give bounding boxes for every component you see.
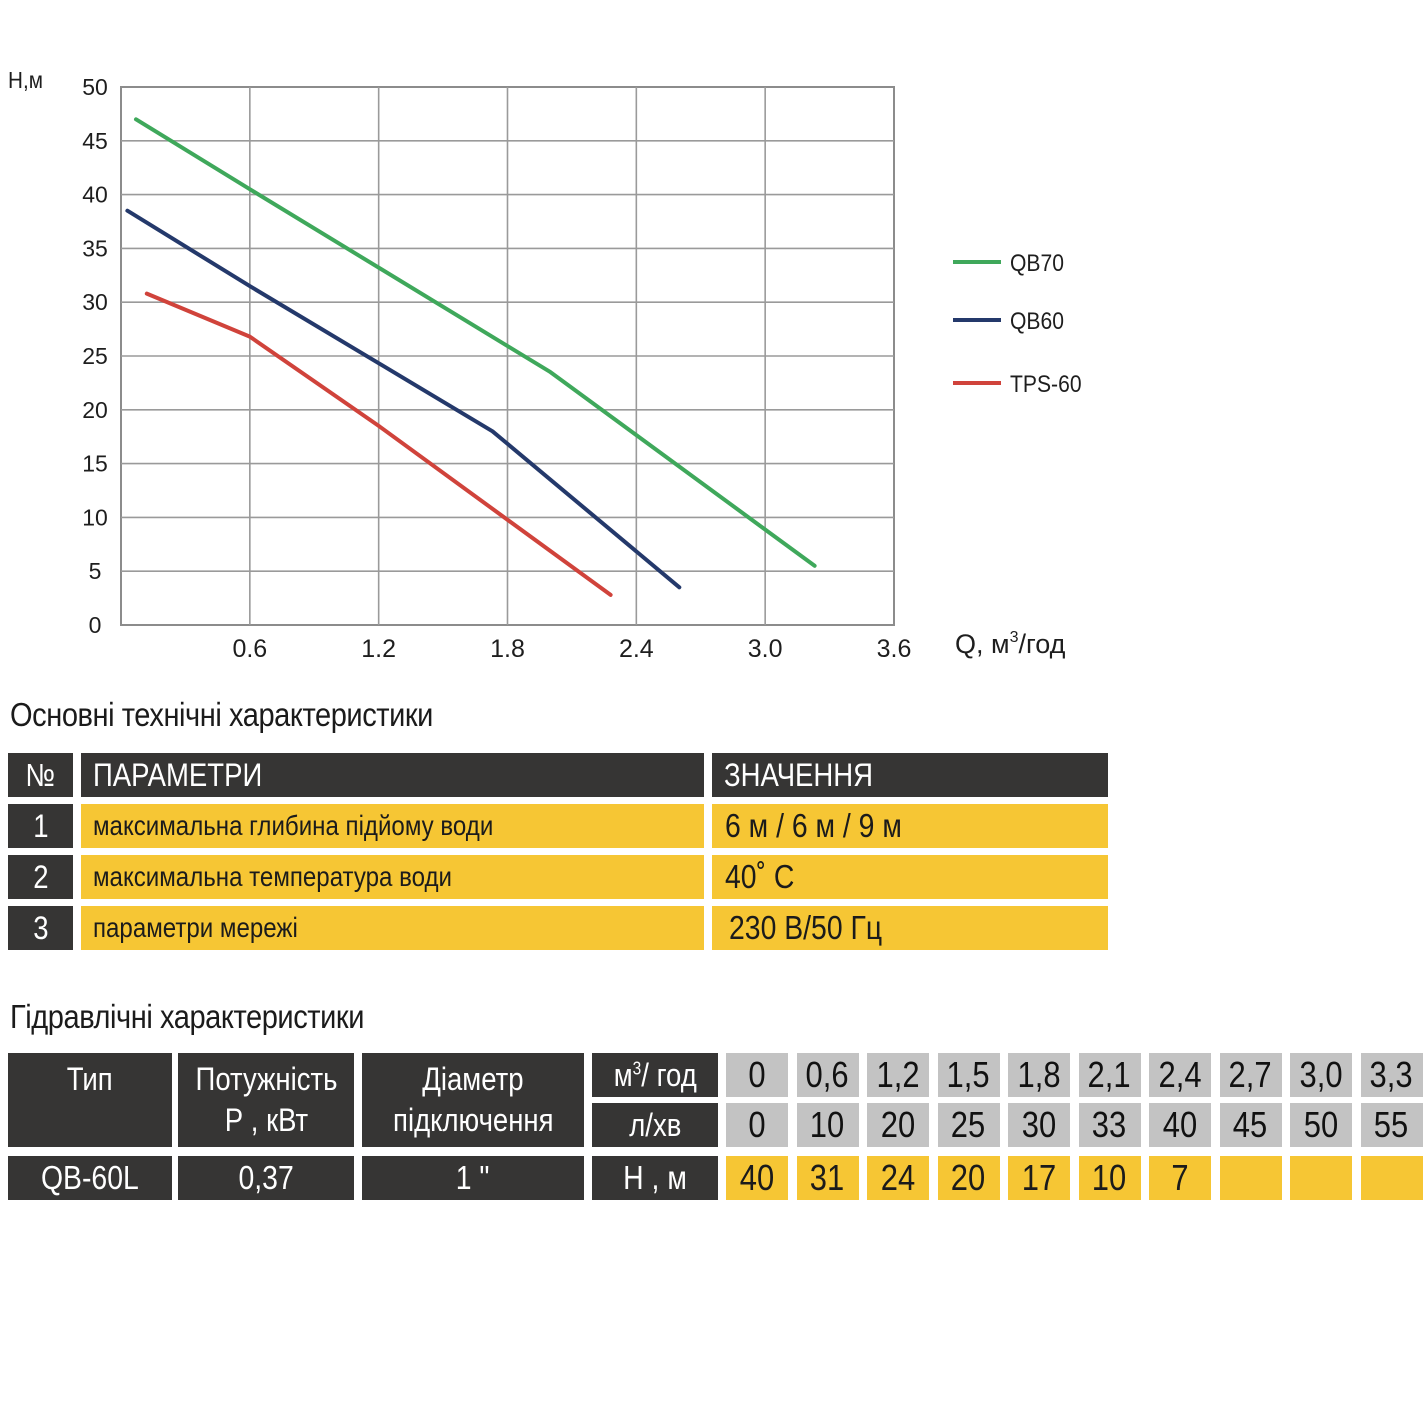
head-value-cell: 20 (937, 1156, 1000, 1200)
flow-m3h-cell: 3,3 (1360, 1053, 1423, 1097)
flow-lmin-cell: 0 (726, 1103, 788, 1147)
y-tick-label: 20 (82, 397, 108, 423)
x-tick-label: 3.0 (748, 635, 783, 663)
legend-label: QB70 (1010, 250, 1064, 277)
hydraulic-unit-lmin: л/хв (592, 1103, 718, 1147)
head-value-cell (1360, 1156, 1423, 1200)
head-value-cell: 17 (1008, 1156, 1070, 1200)
x-tick-label: 1.2 (361, 635, 396, 663)
specs-title: Основні технічні характеристики (10, 696, 433, 733)
y-tick-label: 5 (89, 558, 102, 584)
flow-m3h-cell: 0 (726, 1053, 788, 1097)
specs-row-num: 1 (8, 804, 73, 848)
flow-lmin-cell: 33 (1078, 1103, 1141, 1147)
flow-m3h-cell: 1,5 (937, 1053, 1000, 1097)
y-tick-label: 40 (82, 182, 108, 208)
flow-lmin-cell: 20 (867, 1103, 929, 1147)
specs-row-value: 40˚ С (712, 855, 1108, 899)
hydraulic-unit-m3h: м3/ год (592, 1053, 718, 1097)
head-value-cell: 31 (796, 1156, 859, 1200)
hydraulic-title: Гідравлічні характеристики (10, 998, 364, 1035)
flow-lmin-cell: 40 (1149, 1103, 1211, 1147)
legend-label: QB60 (1010, 308, 1064, 335)
flow-lmin-cell: 10 (796, 1103, 859, 1147)
specs-row-param: максимальна глибина підйому води (81, 804, 704, 848)
series-line-qb60 (125, 208, 682, 590)
flow-m3h-cell: 2,4 (1149, 1053, 1211, 1097)
specs-header-num: № (8, 753, 73, 797)
y-tick-label: 10 (82, 504, 108, 530)
x-tick-label: 0.6 (232, 635, 267, 663)
specs-row-num: 2 (8, 855, 73, 899)
hydraulic-unit-head: Н , м (592, 1156, 718, 1200)
hydraulic-header-power: Потужність Р , кВт (178, 1053, 354, 1147)
y-tick-label: 25 (82, 343, 108, 369)
flow-lmin-cell: 30 (1008, 1103, 1070, 1147)
specs-row-param: максимальна температура води (81, 855, 704, 899)
x-tick-label: 3.6 (877, 635, 912, 663)
head-value-cell (1290, 1156, 1352, 1200)
flow-m3h-cell: 1,8 (1008, 1053, 1070, 1097)
chart-legend: QB70 QB60 TPS-60 (953, 250, 1082, 398)
y-tick-label: 35 (82, 235, 108, 261)
specs-header-param: ПАРАМЕТРИ (81, 753, 704, 797)
hydraulic-row-power: 0,37 (178, 1156, 354, 1200)
y-tick-labels: 0 5 10 15 20 25 30 35 40 45 50 (82, 74, 108, 638)
legend-label: TPS-60 (1010, 371, 1082, 398)
flow-lmin-cell: 50 (1290, 1103, 1352, 1147)
hydraulic-row-diameter: 1 " (362, 1156, 584, 1200)
x-tick-labels: 0.6 1.2 1.8 2.4 3.0 3.6 (232, 635, 911, 663)
flow-m3h-cell: 0,6 (796, 1053, 859, 1097)
flow-lmin-cell: 45 (1219, 1103, 1282, 1147)
head-value-cell: 40 (726, 1156, 788, 1200)
flow-lmin-cell: 55 (1360, 1103, 1423, 1147)
y-tick-label: 50 (82, 74, 108, 100)
specs-row-num: 3 (8, 906, 73, 950)
hydraulic-row-type: QB-60L (8, 1156, 172, 1200)
hydraulic-header-diameter: Діаметр підключення (362, 1053, 584, 1147)
flow-m3h-cell: 2,7 (1219, 1053, 1282, 1097)
hydraulic-header-type: Тип (8, 1053, 172, 1147)
y-tick-label: 0 (89, 612, 102, 638)
series-line-qb70 (134, 117, 817, 568)
flow-m3h-cell: 3,0 (1290, 1053, 1352, 1097)
head-value-cell (1219, 1156, 1282, 1200)
x-tick-label: 1.8 (490, 635, 525, 663)
y-axis-label: H,м (8, 67, 43, 93)
x-tick-label: 2.4 (619, 635, 654, 663)
head-value-cell: 7 (1149, 1156, 1211, 1200)
specs-header-value: ЗНАЧЕННЯ (712, 753, 1108, 797)
specs-row-param: параметри мережі (81, 906, 704, 950)
head-value-cell: 24 (867, 1156, 929, 1200)
specs-row-value: 6 м / 6 м / 9 м (712, 804, 1108, 848)
flow-m3h-cell: 1,2 (867, 1053, 929, 1097)
y-tick-label: 45 (82, 128, 108, 154)
y-tick-label: 30 (82, 289, 108, 315)
flow-m3h-cell: 2,1 (1078, 1053, 1141, 1097)
chart-grid (120, 86, 895, 626)
chart-series (125, 117, 817, 597)
y-tick-label: 15 (82, 451, 108, 477)
x-axis-label: Q, м3/год (955, 629, 1066, 659)
series-line-tps-60 (144, 291, 613, 597)
flow-lmin-cell: 25 (937, 1103, 1000, 1147)
head-value-cell: 10 (1078, 1156, 1141, 1200)
specs-row-value: 230 В/50 Гц (712, 906, 1108, 950)
